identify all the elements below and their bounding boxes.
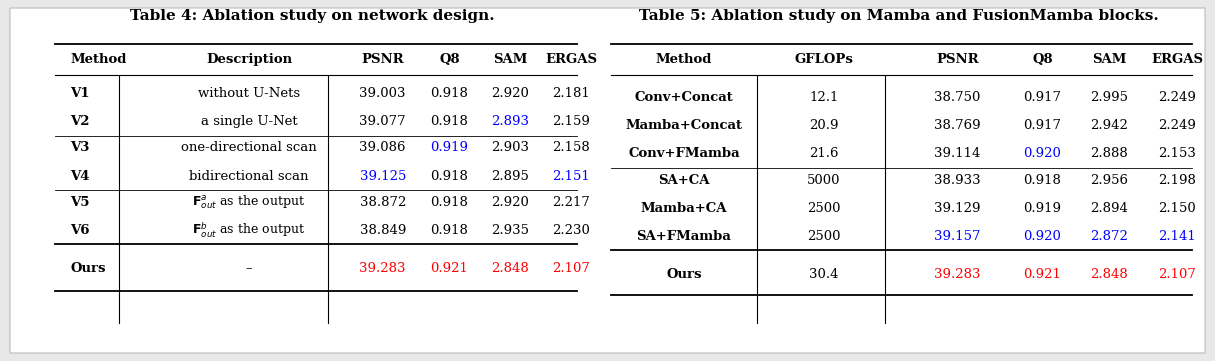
Text: 39.283: 39.283 bbox=[360, 262, 406, 275]
Text: Mamba+Concat: Mamba+Concat bbox=[626, 119, 742, 132]
Text: V5: V5 bbox=[70, 196, 90, 209]
Text: 2.181: 2.181 bbox=[552, 87, 590, 100]
Text: 2.151: 2.151 bbox=[552, 170, 590, 183]
Text: without U-Nets: without U-Nets bbox=[198, 87, 300, 100]
Text: Description: Description bbox=[207, 53, 292, 66]
Text: GFLOPs: GFLOPs bbox=[795, 53, 853, 66]
Text: 39.157: 39.157 bbox=[934, 230, 981, 243]
Text: Method: Method bbox=[656, 53, 712, 66]
Text: 2.920: 2.920 bbox=[491, 196, 530, 209]
Text: 2.894: 2.894 bbox=[1090, 202, 1129, 215]
Text: Ours: Ours bbox=[666, 268, 702, 281]
Text: 2.942: 2.942 bbox=[1090, 119, 1129, 132]
Text: 2.107: 2.107 bbox=[552, 262, 590, 275]
Text: 2.141: 2.141 bbox=[1158, 230, 1197, 243]
Text: 38.849: 38.849 bbox=[360, 224, 406, 237]
Text: 20.9: 20.9 bbox=[809, 119, 838, 132]
Text: 39.003: 39.003 bbox=[360, 87, 406, 100]
Text: 0.919: 0.919 bbox=[1023, 202, 1062, 215]
Text: 2.956: 2.956 bbox=[1090, 174, 1129, 187]
Text: Q8: Q8 bbox=[440, 53, 459, 66]
Text: 21.6: 21.6 bbox=[809, 147, 838, 160]
Text: 2.920: 2.920 bbox=[491, 87, 530, 100]
Text: Table 4: Ablation study on network design.: Table 4: Ablation study on network desig… bbox=[130, 9, 495, 23]
Text: 2.158: 2.158 bbox=[552, 142, 590, 155]
Text: 2.848: 2.848 bbox=[1090, 268, 1129, 281]
Text: 39.125: 39.125 bbox=[360, 170, 406, 183]
Text: Q8: Q8 bbox=[1033, 53, 1052, 66]
Text: V6: V6 bbox=[70, 224, 90, 237]
Text: 0.917: 0.917 bbox=[1023, 119, 1062, 132]
Text: bidirectional scan: bidirectional scan bbox=[190, 170, 309, 183]
Text: SAM: SAM bbox=[493, 53, 527, 66]
Text: 38.933: 38.933 bbox=[934, 174, 981, 187]
Text: SA+FMamba: SA+FMamba bbox=[637, 230, 731, 243]
Text: 2.153: 2.153 bbox=[1158, 147, 1197, 160]
Text: PSNR: PSNR bbox=[936, 53, 979, 66]
Text: Ours: Ours bbox=[70, 262, 106, 275]
Text: 2.107: 2.107 bbox=[1158, 268, 1197, 281]
Text: 0.921: 0.921 bbox=[1023, 268, 1062, 281]
Text: ERGAS: ERGAS bbox=[546, 53, 597, 66]
FancyBboxPatch shape bbox=[10, 8, 1205, 353]
Text: SAM: SAM bbox=[1092, 53, 1126, 66]
Text: V1: V1 bbox=[70, 87, 90, 100]
Text: Mamba+CA: Mamba+CA bbox=[640, 202, 728, 215]
Text: –: – bbox=[245, 262, 253, 275]
Text: 30.4: 30.4 bbox=[809, 268, 838, 281]
Text: 5000: 5000 bbox=[807, 174, 841, 187]
Text: 2.150: 2.150 bbox=[1158, 202, 1197, 215]
Text: 0.918: 0.918 bbox=[430, 224, 469, 237]
Text: 0.921: 0.921 bbox=[430, 262, 469, 275]
Text: 0.918: 0.918 bbox=[1023, 174, 1062, 187]
Text: V4: V4 bbox=[70, 170, 90, 183]
Text: 38.750: 38.750 bbox=[934, 91, 981, 104]
Text: 2.872: 2.872 bbox=[1090, 230, 1129, 243]
Text: 39.283: 39.283 bbox=[934, 268, 981, 281]
Text: 2.995: 2.995 bbox=[1090, 91, 1129, 104]
Text: 2.893: 2.893 bbox=[491, 115, 530, 128]
Text: 0.918: 0.918 bbox=[430, 115, 469, 128]
Text: Conv+FMamba: Conv+FMamba bbox=[628, 147, 740, 160]
Text: 2.249: 2.249 bbox=[1158, 91, 1197, 104]
Text: 2500: 2500 bbox=[807, 230, 841, 243]
Text: V2: V2 bbox=[70, 115, 90, 128]
Text: ERGAS: ERGAS bbox=[1152, 53, 1203, 66]
Text: 0.918: 0.918 bbox=[430, 170, 469, 183]
Text: 39.129: 39.129 bbox=[934, 202, 981, 215]
Text: $\mathbf{F}^a_{out}$ as the output: $\mathbf{F}^a_{out}$ as the output bbox=[192, 193, 306, 211]
Text: 2.198: 2.198 bbox=[1158, 174, 1197, 187]
Text: 2.217: 2.217 bbox=[552, 196, 590, 209]
Text: 38.872: 38.872 bbox=[360, 196, 406, 209]
Text: Method: Method bbox=[70, 53, 126, 66]
Text: 2.895: 2.895 bbox=[491, 170, 530, 183]
Text: 2500: 2500 bbox=[807, 202, 841, 215]
Text: 2.888: 2.888 bbox=[1090, 147, 1129, 160]
Text: 0.919: 0.919 bbox=[430, 142, 469, 155]
Text: $\mathbf{F}^b_{out}$ as the output: $\mathbf{F}^b_{out}$ as the output bbox=[192, 221, 306, 240]
Text: Conv+Concat: Conv+Concat bbox=[634, 91, 734, 104]
Text: 2.249: 2.249 bbox=[1158, 119, 1197, 132]
Text: 0.920: 0.920 bbox=[1023, 230, 1062, 243]
Text: 39.077: 39.077 bbox=[360, 115, 406, 128]
Text: 39.114: 39.114 bbox=[934, 147, 981, 160]
Text: SA+CA: SA+CA bbox=[659, 174, 710, 187]
Text: one-directional scan: one-directional scan bbox=[181, 142, 317, 155]
Text: 2.230: 2.230 bbox=[552, 224, 590, 237]
Text: 2.903: 2.903 bbox=[491, 142, 530, 155]
Text: 12.1: 12.1 bbox=[809, 91, 838, 104]
Text: a single U-Net: a single U-Net bbox=[200, 115, 298, 128]
Text: 0.920: 0.920 bbox=[1023, 147, 1062, 160]
Text: 2.159: 2.159 bbox=[552, 115, 590, 128]
Text: 0.918: 0.918 bbox=[430, 196, 469, 209]
Text: V3: V3 bbox=[70, 142, 90, 155]
Text: PSNR: PSNR bbox=[361, 53, 405, 66]
Text: 2.848: 2.848 bbox=[491, 262, 530, 275]
Text: Table 5: Ablation study on Mamba and FusionMamba blocks.: Table 5: Ablation study on Mamba and Fus… bbox=[639, 9, 1159, 23]
Text: 0.918: 0.918 bbox=[430, 87, 469, 100]
Text: 0.917: 0.917 bbox=[1023, 91, 1062, 104]
Text: 2.935: 2.935 bbox=[491, 224, 530, 237]
Text: 38.769: 38.769 bbox=[934, 119, 981, 132]
Text: 39.086: 39.086 bbox=[360, 142, 406, 155]
